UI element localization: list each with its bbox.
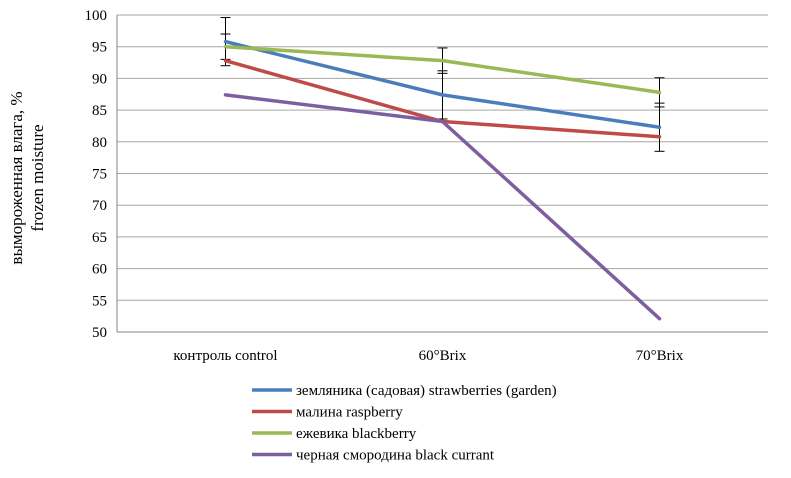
axis-layer: 50 55 60 65 70 75 80 85 90 95 100 контроль control 6…	[85, 8, 769, 364]
y-tick-label: 70	[92, 198, 107, 214]
legend-label: черная смородина black currant	[296, 448, 495, 464]
legend-label: ежевика blackberry	[296, 426, 417, 442]
y-tick-label: 95	[92, 40, 107, 56]
legend: земляника (садовая) strawberries (garden…	[252, 383, 557, 464]
y-tick-label: 65	[92, 230, 107, 246]
x-tick-label: 70°Brix	[636, 348, 684, 364]
y-axis-title: вымороженная влага, % frozen moisture	[7, 91, 47, 264]
y-tick-label: 100	[85, 8, 108, 24]
legend-label: земляника (садовая) strawberries (garden…	[296, 383, 557, 399]
y-tick-label: 90	[92, 71, 107, 87]
y-tick-label: 50	[92, 325, 107, 341]
y-tick-label: 55	[92, 293, 107, 309]
y-axis-title-line1: вымороженная влага, %	[7, 91, 26, 264]
y-tick-label: 75	[92, 167, 107, 183]
y-tick-label: 60	[92, 262, 107, 278]
y-axis-title-line2: frozen moisture	[28, 124, 47, 231]
legend-label: малина raspberry	[296, 405, 403, 421]
y-tick-label: 80	[92, 135, 107, 151]
x-tick-label: 60°Brix	[419, 348, 467, 364]
x-tick-label: контроль control	[173, 348, 277, 364]
y-tick-label: 85	[92, 103, 107, 119]
series-line-4	[226, 95, 660, 319]
